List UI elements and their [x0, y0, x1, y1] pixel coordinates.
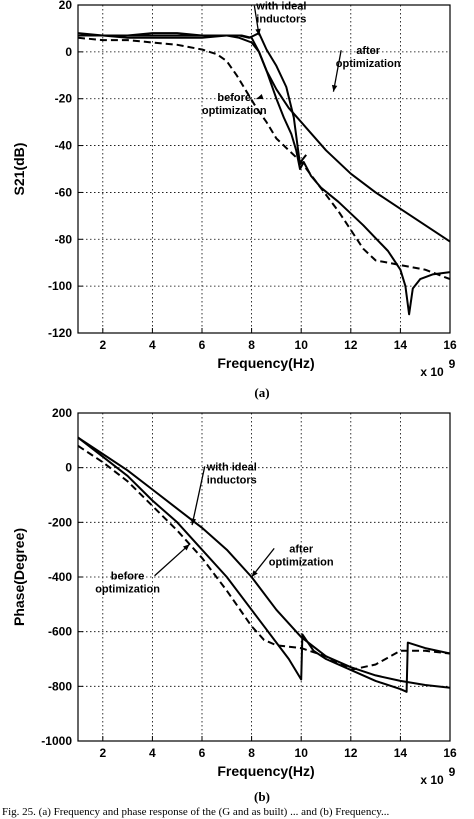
annotation-text: before — [111, 571, 145, 583]
annotation-arrowhead — [331, 84, 338, 92]
annotation-arrow — [191, 466, 206, 526]
y-tick-label: -1000 — [41, 734, 72, 748]
x-axis-label: Frequency(Hz) — [217, 763, 314, 779]
y-tick-label: -600 — [48, 625, 72, 639]
x-tick-label: 8 — [248, 746, 255, 760]
x-tick-label: 8 — [248, 338, 255, 352]
annotation-arrowhead — [182, 544, 190, 551]
series-line-2 — [78, 34, 451, 243]
y-tick-label: -800 — [48, 679, 72, 693]
annotation-text: with ideal — [255, 1, 306, 13]
x-tick-label: 2 — [99, 338, 106, 352]
x-tick-label: 14 — [394, 746, 408, 760]
x-tick-label: 12 — [344, 746, 358, 760]
plot-area — [78, 413, 450, 741]
x-tick-label: 4 — [149, 338, 156, 352]
x-tick-label: 2 — [99, 746, 106, 760]
annotation-text: optimization — [202, 105, 267, 117]
axes-frame — [77, 4, 451, 334]
annotation-arrow — [154, 543, 191, 577]
annotation-text: after — [289, 543, 314, 555]
y-axis-label: S21(dB) — [11, 143, 27, 196]
x-tick-label: 16 — [443, 338, 457, 352]
series-line-2 — [77, 436, 451, 689]
y-tick-label: 200 — [52, 406, 72, 420]
annotation-arrowhead — [255, 28, 261, 36]
annotation-arrowhead — [251, 570, 258, 577]
annotation-text: before — [217, 92, 251, 104]
x-multiplier: x 10 — [420, 773, 444, 787]
y-tick-label: -80 — [55, 232, 73, 246]
y-tick-label: 0 — [65, 45, 72, 59]
annotation-arrow — [332, 50, 342, 92]
y-tick-label: -400 — [48, 570, 72, 584]
y-tick-label: 20 — [59, 0, 73, 12]
series-line-3 — [77, 444, 451, 671]
figure-caption: Fig. 25. (a) Frequency and phase respons… — [2, 806, 389, 818]
y-axis-label: Phase(Degree) — [11, 528, 27, 626]
x-axis-label: Frequency(Hz) — [217, 355, 314, 371]
panel-sublabel: (b) — [254, 789, 270, 804]
series-line-3 — [78, 32, 307, 166]
annotation-text: inductors — [256, 14, 306, 26]
x-tick-label: 4 — [149, 746, 156, 760]
annotation-text: inductors — [207, 474, 257, 486]
x-tick-label: 16 — [443, 746, 457, 760]
y-tick-label: 0 — [65, 461, 72, 475]
x-tick-label: 10 — [295, 338, 309, 352]
y-tick-label: -200 — [48, 515, 72, 529]
annotation-text: optimization — [269, 556, 334, 568]
x-tick-label: 6 — [199, 746, 206, 760]
y-tick-label: -40 — [55, 139, 73, 153]
annotation-text: with ideal — [206, 461, 257, 473]
y-tick-label: -100 — [48, 279, 72, 293]
panel-sublabel: (a) — [254, 385, 269, 400]
annotation-text: optimization — [95, 584, 160, 596]
x-tick-label: 12 — [344, 338, 358, 352]
x-tick-label: 10 — [295, 746, 309, 760]
x-multiplier-exponent: 9 — [449, 357, 456, 371]
x-tick-label: 6 — [199, 338, 206, 352]
y-tick-label: -120 — [48, 326, 72, 340]
x-multiplier-exponent: 9 — [449, 765, 456, 779]
y-tick-label: -60 — [55, 185, 73, 199]
annotation-arrowhead — [256, 93, 264, 100]
x-multiplier: x 10 — [420, 365, 444, 379]
annotation-text: optimization — [336, 58, 401, 70]
series-line-1 — [77, 436, 451, 693]
y-tick-label: -20 — [55, 92, 73, 106]
chart-panel-a: 2 4 6 8 10 12 14 16 -120 -100 -80 -60 -40 -20 0 20 with … — [11, 0, 457, 400]
chart-panel-b: 2 4 6 8 10 12 14 16 -1000 -800 -600 -400 -200 0 200 wit… — [11, 406, 457, 804]
x-tick-label: 14 — [394, 338, 408, 352]
plot-area — [78, 5, 450, 333]
annotation-text: after — [356, 45, 381, 57]
series-line-4 — [77, 36, 451, 281]
annotation-arrowhead — [190, 518, 197, 526]
